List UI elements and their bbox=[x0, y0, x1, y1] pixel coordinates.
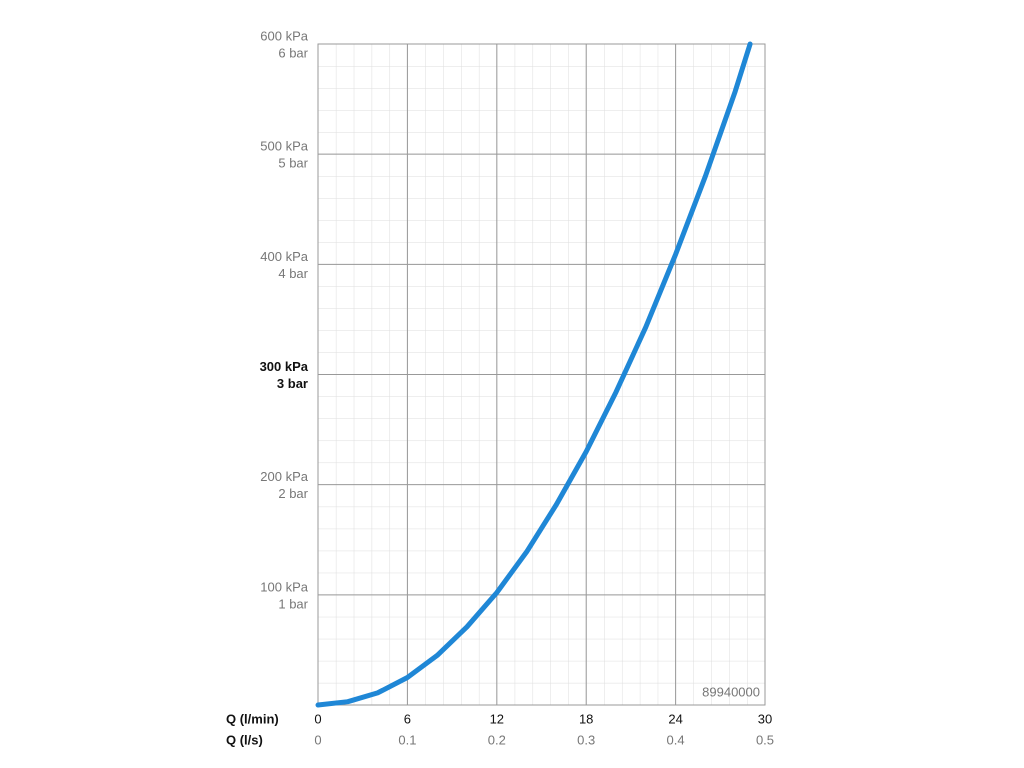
y-tick-label: 100 kPa bbox=[260, 579, 308, 594]
y2-tick-label: 2 bar bbox=[278, 486, 308, 501]
x-axis-title: Q (l/min) bbox=[226, 711, 279, 726]
x-tick-label: 6 bbox=[404, 711, 411, 726]
line bbox=[315, 41, 753, 708]
y2-tick-label: 1 bar bbox=[278, 596, 308, 611]
y-tick-label: 400 kPa bbox=[260, 249, 308, 264]
y2-tick-label: 6 bar bbox=[278, 45, 308, 60]
x-tick-label: 0 bbox=[314, 711, 321, 726]
y2-tick-label: 5 bar bbox=[278, 156, 308, 171]
annotation: 89940000 bbox=[702, 684, 760, 699]
y-tick-label: 300 kPa bbox=[260, 359, 309, 374]
x2-tick-label: 0.2 bbox=[488, 732, 506, 747]
x2-tick-label: 0 bbox=[314, 732, 321, 747]
x-tick-label: 24 bbox=[668, 711, 682, 726]
x2-tick-label: 0.4 bbox=[667, 732, 685, 747]
y-tick-label: 200 kPa bbox=[260, 469, 308, 484]
y-tick-label: 500 kPa bbox=[260, 139, 308, 154]
x-tick-label: 18 bbox=[579, 711, 593, 726]
y2-tick-label: 3 bar bbox=[277, 376, 308, 391]
x2-axis-title: Q (l/s) bbox=[226, 732, 263, 747]
x2-tick-label: 0.1 bbox=[398, 732, 416, 747]
y2-tick-label: 4 bar bbox=[278, 266, 308, 281]
x-tick-label: 30 bbox=[758, 711, 772, 726]
y-tick-label: 600 kPa bbox=[260, 28, 308, 43]
x2-tick-label: 0.5 bbox=[756, 732, 774, 747]
x2-tick-label: 0.3 bbox=[577, 732, 595, 747]
x-tick-label: 12 bbox=[490, 711, 504, 726]
